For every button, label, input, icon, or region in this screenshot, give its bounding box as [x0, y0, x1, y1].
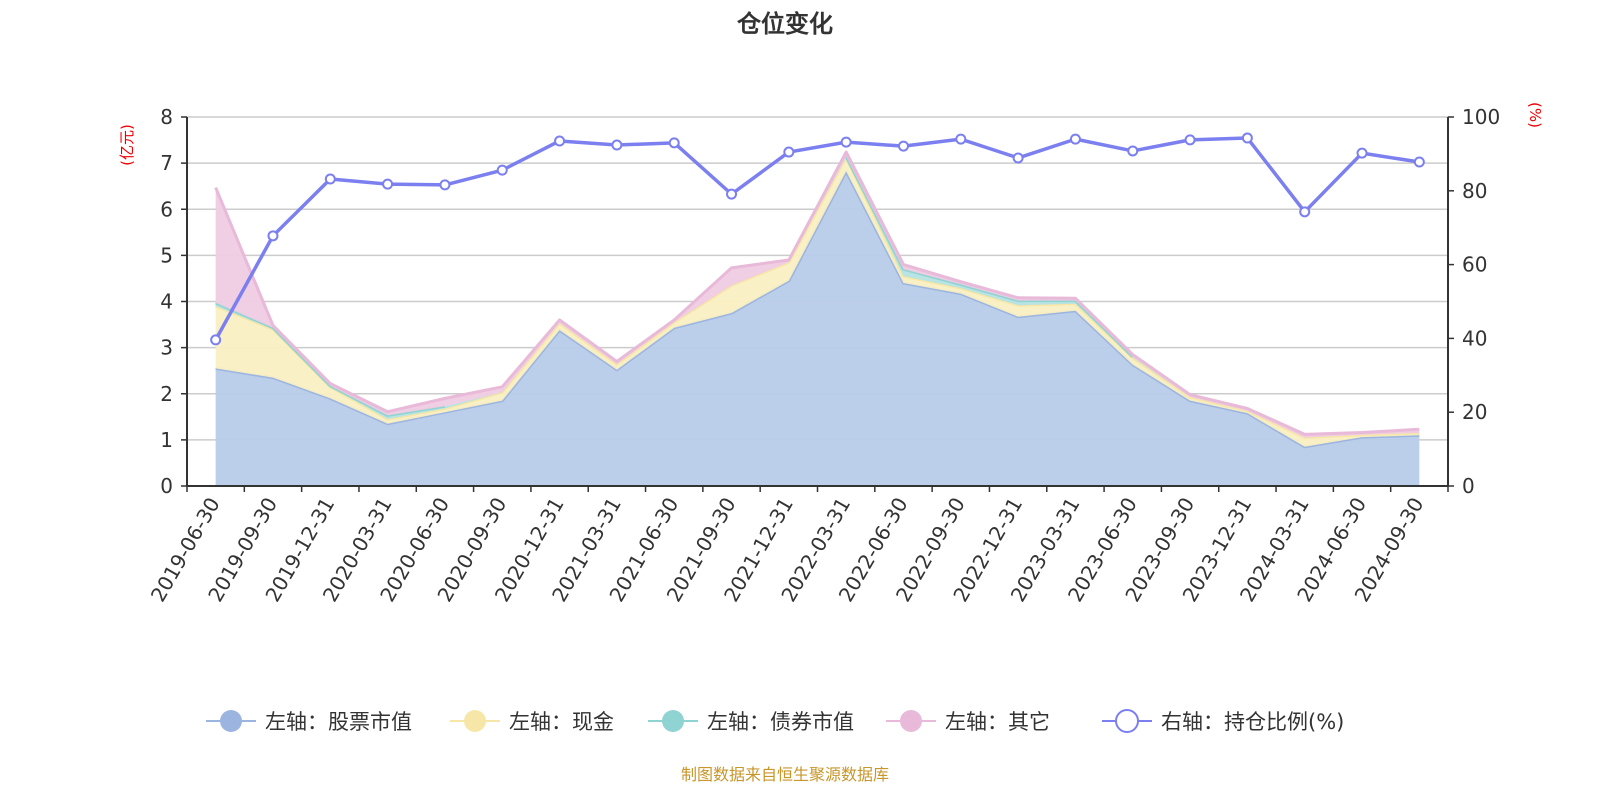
- left-axis-tick-label: 4: [160, 290, 173, 314]
- right-axis-tick-label: 20: [1462, 400, 1487, 424]
- left-axis-tick-label: 5: [160, 243, 173, 267]
- legend-circle-icon: [220, 710, 242, 732]
- legend-item[interactable]: 左轴：现金: [450, 710, 614, 734]
- left-axis-tick-label: 0: [160, 474, 173, 498]
- area-line-左轴：其它: [214, 150, 1420, 436]
- legend-label: 左轴：其它: [945, 710, 1050, 734]
- ratio-point[interactable]: [1356, 147, 1368, 159]
- right-axis-tick-label: 100: [1462, 105, 1500, 129]
- legend-item[interactable]: 左轴：其它: [886, 710, 1050, 734]
- ratio-point[interactable]: [783, 146, 795, 158]
- ratio-point[interactable]: [439, 179, 451, 191]
- ratio-point[interactable]: [897, 140, 909, 152]
- right-axis-tick-label: 0: [1462, 474, 1475, 498]
- left-axis-tick-label: 8: [160, 105, 173, 129]
- legend-item[interactable]: 左轴：股票市值: [206, 710, 412, 734]
- ratio-point[interactable]: [1241, 132, 1253, 144]
- legend: 左轴：股票市值 左轴：现金 左轴：债券市值 左轴：其它 右轴：持仓比例(%): [206, 709, 1344, 734]
- ratio-line-series: [210, 132, 1425, 346]
- legend-item[interactable]: 左轴：债券市值: [648, 710, 854, 734]
- right-axis-unit: (%): [1526, 102, 1544, 128]
- left-axis-tick-label: 1: [160, 428, 173, 452]
- ratio-point[interactable]: [554, 135, 566, 147]
- left-axis-tick-label: 6: [160, 197, 173, 221]
- ratio-point[interactable]: [955, 133, 967, 145]
- right-axis-tick-label: 80: [1462, 179, 1487, 203]
- legend-label: 左轴：债券市值: [707, 710, 854, 734]
- ratio-point[interactable]: [210, 334, 222, 346]
- legend-circle-icon: [464, 710, 486, 732]
- legend-circle-icon: [1115, 709, 1139, 733]
- left-axis-tick-label: 2: [160, 382, 173, 406]
- ratio-point[interactable]: [1127, 145, 1139, 157]
- ratio-point[interactable]: [496, 164, 508, 176]
- ratio-point[interactable]: [267, 230, 279, 242]
- chart-title: 仓位变化: [736, 10, 833, 38]
- footer-source: 制图数据来自恒生聚源数据库: [681, 765, 889, 784]
- area-line-左轴：债券市值: [215, 155, 1134, 417]
- legend-circle-icon: [662, 710, 684, 732]
- ratio-point[interactable]: [1012, 152, 1024, 164]
- legend-label: 右轴：持仓比例(%): [1161, 710, 1344, 734]
- area-左轴：股票市值: [215, 171, 1420, 487]
- ratio-point[interactable]: [382, 178, 394, 190]
- left-axis-unit: (亿元): [118, 124, 136, 166]
- ratio-point[interactable]: [1299, 206, 1311, 218]
- legend-item[interactable]: 右轴：持仓比例(%): [1102, 709, 1344, 734]
- left-axis-tick-label: 7: [160, 151, 173, 175]
- area-左轴：现金: [215, 157, 1420, 447]
- ratio-point[interactable]: [1184, 134, 1196, 146]
- ratio-point[interactable]: [611, 139, 623, 151]
- right-axis-tick-label: 40: [1462, 326, 1487, 350]
- left-axis-tick-label: 3: [160, 336, 173, 360]
- legend-circle-icon: [900, 710, 922, 732]
- ratio-point[interactable]: [668, 137, 680, 149]
- legend-label: 左轴：现金: [509, 710, 614, 734]
- ratio-point[interactable]: [1069, 133, 1081, 145]
- ratio-point[interactable]: [324, 173, 336, 185]
- ratio-point[interactable]: [726, 188, 738, 200]
- ratio-point[interactable]: [1413, 156, 1425, 168]
- legend-label: 左轴：股票市值: [265, 710, 412, 734]
- ratio-line: [214, 136, 1420, 341]
- area-series: [214, 150, 1420, 487]
- right-axis-tick-label: 60: [1462, 253, 1487, 277]
- ratio-point[interactable]: [840, 136, 852, 148]
